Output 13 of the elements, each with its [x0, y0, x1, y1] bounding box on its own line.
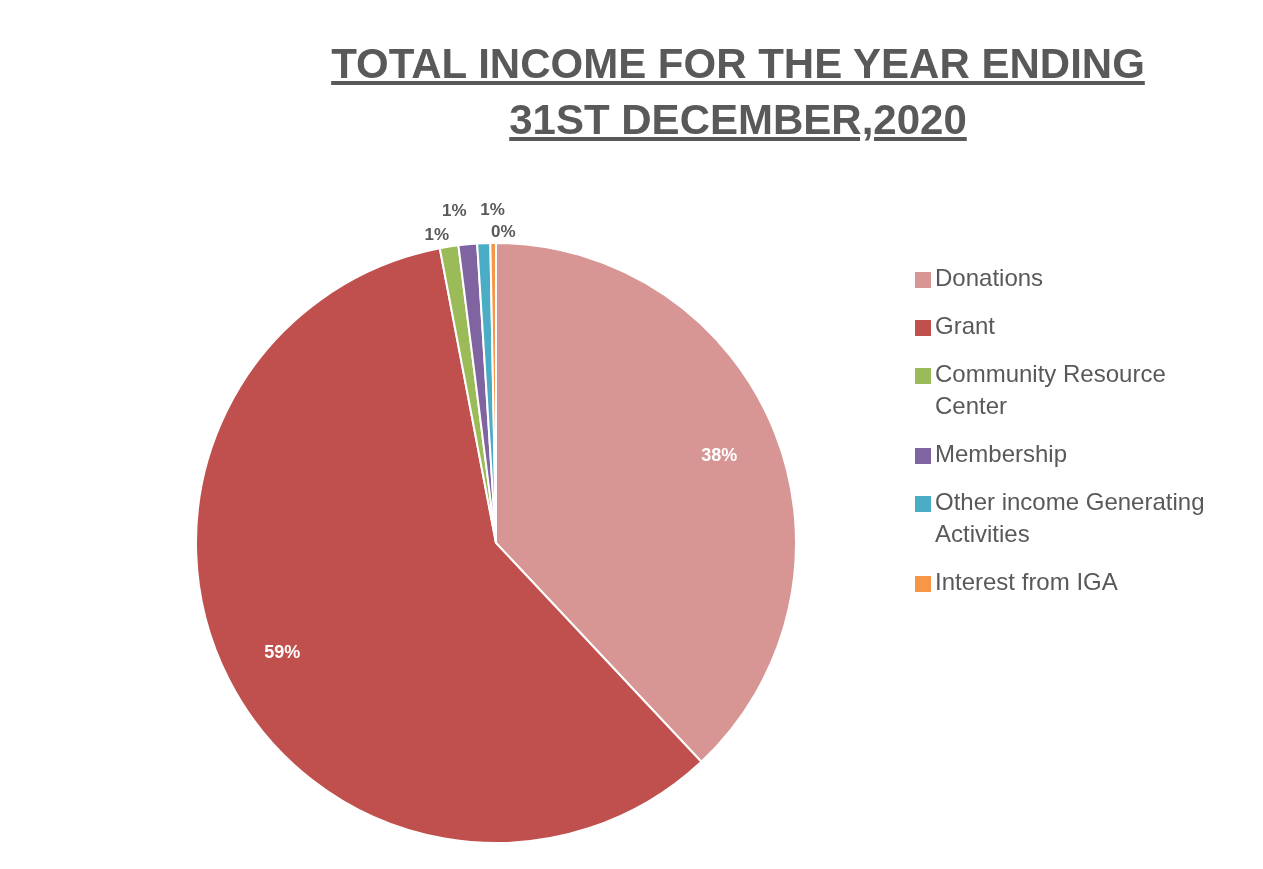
chart-title: TOTAL INCOME FOR THE YEAR ENDING 31ST DECEMBER,2020 [330, 39, 1146, 145]
data-label: 0% [491, 221, 516, 241]
data-label: 1% [441, 200, 467, 220]
data-label: 1% [424, 225, 450, 245]
legend-label: Grant [935, 311, 997, 341]
data-label: 38% [701, 444, 738, 465]
data-label: 59% [264, 641, 301, 662]
data-label: 1% [480, 199, 505, 219]
legend-label: Other income Generating Activities [935, 487, 1206, 549]
legend-label: Membership [935, 439, 1069, 469]
legend-label: Donations [935, 263, 1045, 293]
legend-label: Interest from IGA [935, 567, 1119, 597]
legend-label: Community Resource Center [935, 359, 1167, 421]
